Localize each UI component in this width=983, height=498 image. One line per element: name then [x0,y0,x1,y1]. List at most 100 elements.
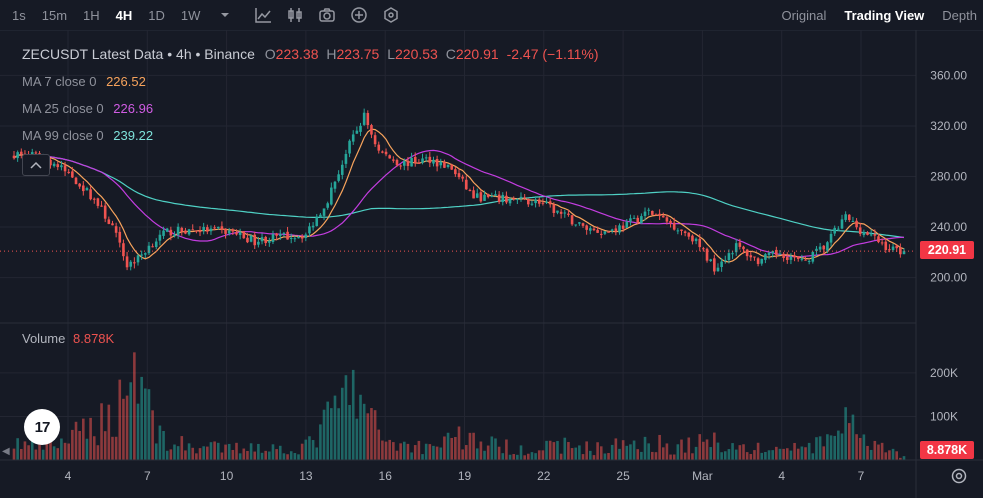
candle [534,199,537,204]
volume-bar [348,405,351,460]
candle [16,152,19,159]
volume-bar [607,452,610,460]
tab-depth[interactable]: Depth [942,7,977,23]
volume-bar [753,450,756,460]
volume-bar [592,455,596,460]
volume-bar [537,450,541,460]
volume-bar [315,447,319,460]
timeframe-1w[interactable]: 1W [180,7,201,23]
candle [289,237,293,239]
volume-bar [654,452,658,460]
candle [793,255,796,258]
candle [884,241,888,250]
timeframe-1h[interactable]: 1H [83,7,100,23]
candle [180,227,184,232]
volume-bar [85,438,89,460]
camera-icon[interactable] [316,4,338,26]
timeframe-4h[interactable]: 4H [115,7,133,23]
volume-bar [523,455,526,460]
candle [891,246,895,250]
candle [764,254,767,260]
candle [603,231,607,234]
volume-bar [238,453,242,460]
volume-bar [869,449,873,460]
tab-trading-view[interactable]: Trading View [844,7,925,23]
tradingview-logo[interactable]: 17 [24,409,60,445]
candle [698,238,702,248]
volume-tick-label: 200K [930,366,958,380]
volume-bar [373,410,377,460]
volume-bar [286,454,289,460]
volume-bar [771,450,774,460]
candle [800,258,804,260]
tab-original[interactable]: Original [781,7,827,23]
volume-bar [326,401,329,460]
candle [49,159,52,166]
candle [676,230,680,232]
volume-bar [319,424,322,460]
volume-legend: Volume 8.878K [22,331,114,346]
scroll-left-icon[interactable]: ◀ [2,446,10,457]
high-label: H [326,46,337,62]
volume-bar [220,452,224,460]
candle [716,267,720,272]
timeframe-15m[interactable]: 15m [41,7,68,23]
candle [709,259,712,262]
settings-hex-icon[interactable] [380,4,402,26]
candle [837,228,840,230]
plus-circle-icon[interactable] [348,4,370,26]
ma7-value: 226.52 [106,74,146,89]
volume-bar [355,418,359,460]
candle [731,253,734,255]
volume-bar [100,403,103,460]
candle [107,219,111,224]
timeframe-1s[interactable]: 1s [12,7,26,23]
candle [537,199,541,204]
candle [723,259,727,261]
candle [581,223,585,226]
open-label: O [264,46,276,62]
indicators-icon[interactable] [252,4,274,26]
candle [519,196,523,199]
candle [60,165,63,168]
volume-bar [202,446,205,460]
volume-bar [271,444,275,460]
volume-bar [311,440,315,460]
volume-bar [818,436,822,460]
price-chart[interactable]: 200.00 240.00 280.00 320.00 360.00 100K 200K 4 7… [0,30,983,498]
volume-bar [840,433,844,460]
volume-bar [41,449,45,460]
time-tick-label: 22 [537,469,551,483]
volume-bar [165,450,169,460]
candle [475,193,479,198]
candle [811,251,815,262]
collapse-legend-button[interactable] [22,154,50,176]
settings-gear-icon[interactable] [949,466,969,486]
candle [377,144,381,151]
volume-bar [486,445,490,460]
volume-bar [713,432,716,460]
volume-bar [618,448,621,460]
candle [505,195,508,203]
volume-bar [570,448,574,460]
ma7-name: MA 7 close 0 [22,74,97,89]
timeframe-1d[interactable]: 1D [148,7,165,23]
volume-bar [778,448,782,460]
candle [873,234,877,236]
volume-bar [720,452,723,460]
candle [862,231,866,236]
candle [545,201,548,203]
volume-bar [147,389,151,460]
candle [220,226,224,230]
candle-type-icon[interactable] [284,4,306,26]
volume-bar [275,449,278,460]
dropdown-icon[interactable] [214,4,236,26]
volume-bar [384,441,388,460]
candle [563,212,567,214]
candle [661,215,665,218]
volume-bar [450,437,454,460]
volume-bar [140,376,143,460]
volume-bar [67,443,71,460]
candle [461,176,464,179]
candle [253,234,257,246]
